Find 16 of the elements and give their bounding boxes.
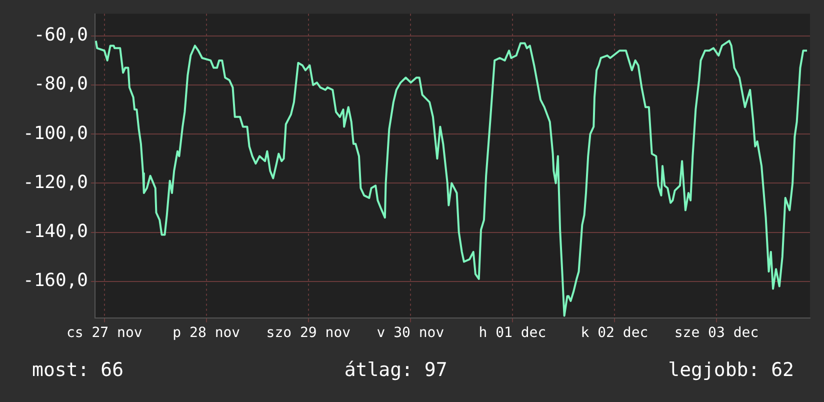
x-tick-label: v 30 nov [376, 325, 444, 342]
y-tick-label: -80,0 [34, 74, 88, 95]
y-tick-label: -100,0 [22, 122, 88, 144]
x-tick-label: p 28 nov [172, 325, 240, 342]
x-tick-label: k 02 dec [580, 325, 648, 342]
x-tick-label: sze 03 dec [674, 325, 759, 342]
x-tick-label: cs 27 nov [66, 325, 142, 342]
y-tick-label: -120,0 [22, 172, 88, 193]
text: legjobb: 62 [668, 359, 794, 381]
y-tick-label: -140,0 [22, 220, 88, 242]
x-tick-label: h 01 dec [478, 325, 546, 342]
x-tick-label: szo 29 nov [266, 325, 351, 342]
text: most: 66 [32, 359, 124, 381]
text: átlag: 97 [344, 359, 448, 381]
y-tick-label: -60,0 [34, 24, 88, 46]
y-tick-label: -160,0 [22, 270, 88, 292]
